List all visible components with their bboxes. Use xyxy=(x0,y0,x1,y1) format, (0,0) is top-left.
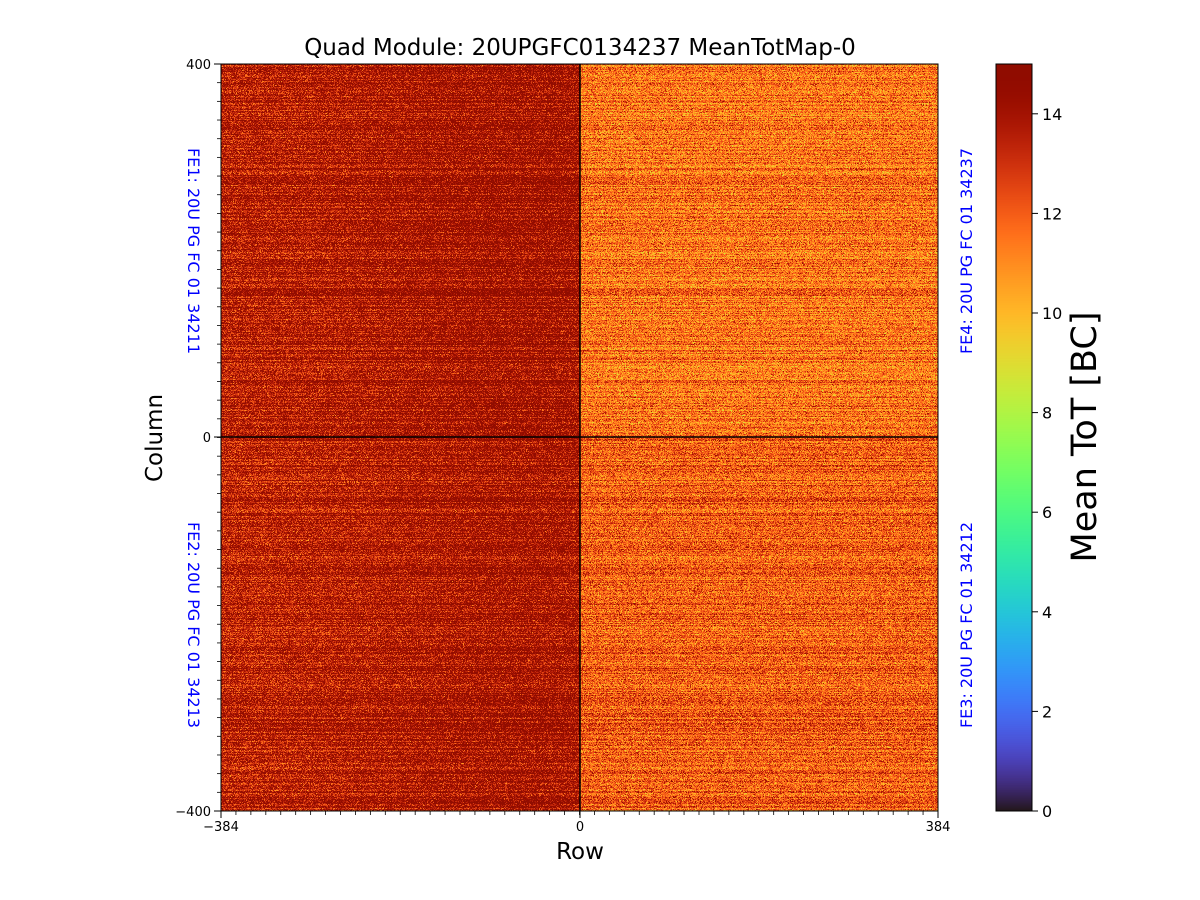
x-tick-label: 0 xyxy=(576,820,584,835)
colorbar-tick-label: 6 xyxy=(1042,503,1052,522)
x-axis-label: Row xyxy=(556,839,604,865)
fe2-chip-label: FE2: 20U PG FC 01 34213 xyxy=(184,522,203,728)
y-axis-label: Column xyxy=(142,394,168,482)
x-tick-label: 384 xyxy=(926,820,951,835)
colorbar-tick-label: 2 xyxy=(1042,702,1052,721)
fe1-chip-label: FE1: 20U PG FC 01 34211 xyxy=(184,148,203,354)
colorbar-tick-label: 0 xyxy=(1042,802,1052,821)
y-tick-label: −400 xyxy=(175,805,211,820)
colorbar-frame xyxy=(995,63,1033,812)
colorbar-tick-label: 14 xyxy=(1042,105,1062,124)
colorbar-ticks: 0 2 4 6 8 10 12 14 xyxy=(1032,105,1062,821)
colorbar-gradient xyxy=(996,64,1032,811)
colorbar-label: Mean ToT [BC] xyxy=(1065,312,1105,563)
colorbar-tick-label: 4 xyxy=(1042,603,1052,622)
y-tick-label: 400 xyxy=(186,58,211,73)
fe3-chip-label: FE3: 20U PG FC 01 34212 xyxy=(957,522,976,728)
x-tick-label: −384 xyxy=(203,820,239,835)
colorbar-tick-label: 8 xyxy=(1042,404,1052,423)
minor-ticks xyxy=(217,63,939,815)
chart-title: Quad Module: 20UPGFC0134237 MeanTotMap-0 xyxy=(304,35,856,61)
colorbar-tick-label: 10 xyxy=(1042,304,1062,323)
fe4-chip-label: FE4: 20U PG FC 01 34237 xyxy=(957,148,976,354)
colorbar-tick-label: 12 xyxy=(1042,204,1062,223)
y-tick-label: 0 xyxy=(203,431,211,446)
